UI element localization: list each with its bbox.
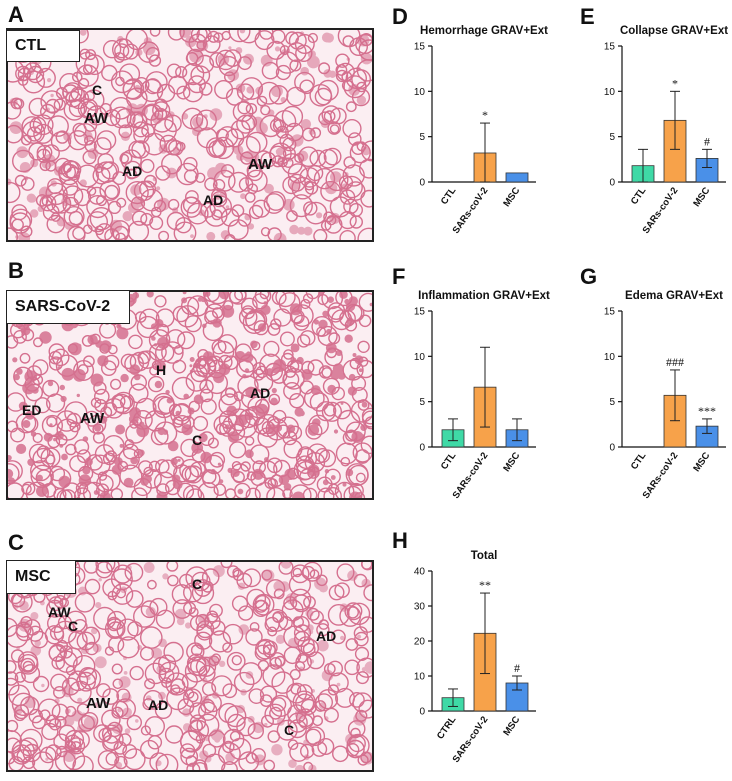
y-tick-label: 15 [604,307,616,318]
tissue-label-ad: AD [122,163,143,179]
panel-letter-e: E [580,4,595,29]
y-tick-label: 10 [604,352,616,363]
tissue-label-c: C [92,82,103,98]
chart-title: Hemorrhage GRAV+Ext [420,25,548,37]
tissue-label-c: C [68,618,79,634]
y-tick-label: 0 [419,178,425,189]
panel-letter-h: H [392,528,408,553]
chart-f-svg: Inflammation GRAV+Ext051015CTLSARs-coV-2… [414,290,550,501]
condition-label-msc: MSC [6,560,76,594]
micrograph-sars-cov-2 [6,290,374,500]
category-label: MSC [691,185,712,209]
category-label: CTL [629,450,649,472]
chart-e-svg: Collapse GRAV+Ext051015CTL*SARs-coV-2#MS… [604,25,728,236]
y-tick-label: 20 [414,637,426,648]
chart-title: Edema GRAV+Ext [625,290,723,302]
chart-title: Collapse GRAV+Ext [620,25,728,37]
panel-letter-f: F [392,264,406,289]
significance-marker: ### [666,355,684,369]
category-label: CTRL [435,714,459,741]
category-label: MSC [501,714,522,738]
tissue-label-aw: AW [48,604,71,620]
chart-inflammation: Inflammation GRAV+Ext 0 5 10 15 CTL SARs-coV-2… [396,285,568,513]
micrograph-ctl-tissue [8,30,372,240]
condition-label-ctl: CTL [6,30,80,62]
tissue-label-ad: AD [203,192,224,208]
significance-marker: * [672,76,678,90]
tissue-label-ad: AD [316,628,337,644]
tissue-label-aw: AW [80,410,105,427]
y-tick-label: 15 [414,42,426,53]
y-tick-label: 10 [414,87,426,98]
category-label: MSC [691,450,712,474]
micrograph-msc-tissue [8,562,372,770]
tissue-label-aw: AW [248,156,273,173]
y-tick-label: 10 [604,87,616,98]
panel-letter-g: G [580,264,598,289]
panel-letter-c: C [8,530,24,555]
category-label: MSC [501,450,522,474]
y-tick-label: 5 [609,397,615,408]
significance-marker: ** [479,578,491,592]
significance-marker: * [482,108,488,122]
tissue-label-aw: AW [86,695,111,712]
y-tick-label: 0 [419,443,425,454]
micrograph-ctl [6,28,374,242]
significance-marker: # [704,134,710,148]
chart-edema: Edema GRAV+Ext 0 5 10 15 CTL ### SARs-coV-2 *** M… [586,285,732,513]
significance-marker: *** [698,404,716,418]
y-tick-label: 30 [414,602,426,613]
bar [505,172,529,183]
y-tick-label: 0 [419,707,425,718]
chart-title: Total [471,550,498,562]
tissue-label-c: C [284,722,295,738]
panel-letter-a: A [8,2,24,27]
chart-title: Inflammation GRAV+Ext [418,290,550,302]
category-label: MSC [501,185,522,209]
y-tick-label: 15 [414,307,426,318]
panel-letter-b: B [8,258,24,283]
y-tick-label: 40 [414,567,426,578]
chart-total: Total 0 10 20 30 40 CTRL ** SARs-coV-2 # MSC [396,545,568,777]
y-tick-label: 10 [414,352,426,363]
tissue-label-c: C [192,576,203,592]
y-tick-label: 5 [609,132,615,143]
chart-collapse: Collapse GRAV+Ext 0 5 10 15 CTL * SARs-coV-2 # MS… [586,20,732,248]
tissue-label-ed: ED [22,402,42,418]
condition-label-sars-cov-2: SARS-CoV-2 [6,290,130,324]
tissue-label-ad: AD [148,697,169,713]
category-label: CTL [439,185,459,207]
tissue-label-aw: AW [84,110,109,127]
category-label: CTL [629,185,649,207]
category-label: CTL [439,450,459,472]
tissue-label-h: H [156,362,167,378]
y-tick-label: 15 [604,42,616,53]
panel-letter-d: D [392,4,408,29]
y-tick-label: 0 [609,443,615,454]
tissue-label-c: C [192,432,203,448]
micrograph-msc [6,560,374,772]
y-tick-label: 0 [609,178,615,189]
chart-g-svg: Edema GRAV+Ext051015CTL###SARs-coV-2***M… [604,290,726,501]
tissue-label-ad: AD [250,385,271,401]
y-tick-label: 5 [419,132,425,143]
y-tick-label: 10 [414,672,426,683]
significance-marker: # [514,661,520,675]
chart-hemorrhage: Hemorrhage GRAV+Ext 0 5 10 15 CTL * SARs-coV-2 M… [396,20,568,248]
y-tick-label: 5 [419,397,425,408]
